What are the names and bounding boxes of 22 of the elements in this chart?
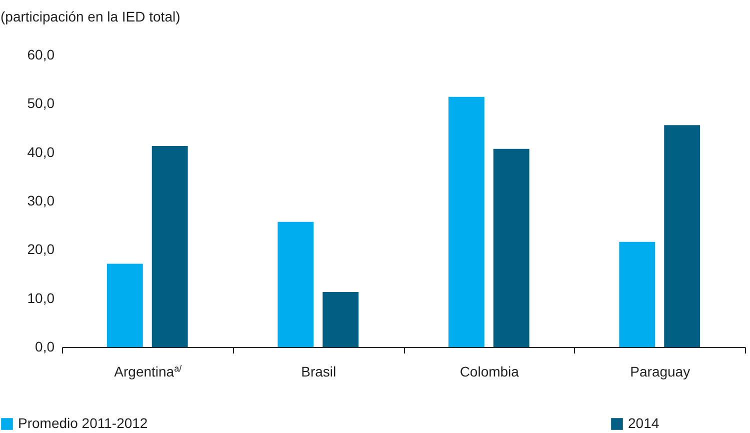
bar xyxy=(152,146,188,347)
y-tick-label: 50,0 xyxy=(27,95,55,112)
y-tick-label: 30,0 xyxy=(27,192,55,208)
legend-label: 2014 xyxy=(628,415,660,431)
x-tick-label: Colombia xyxy=(460,364,520,380)
bar xyxy=(619,242,656,347)
y-tick-label: 20,0 xyxy=(27,241,55,258)
x-tick-label: Brasil xyxy=(301,364,336,380)
bar xyxy=(322,292,359,347)
bar xyxy=(106,264,143,347)
bar xyxy=(493,148,530,347)
x-tick-label: Argentina$^{a/}$ xyxy=(114,364,182,380)
y-axis-title: (participación en la IED total) xyxy=(0,8,180,24)
y-tick-label: 40,0 xyxy=(27,144,55,160)
x-tick-label: Paraguay xyxy=(630,364,690,380)
bar xyxy=(448,96,484,347)
bar xyxy=(664,125,700,347)
y-tick-label: 60,0 xyxy=(27,46,55,62)
y-tick-label: 0,0 xyxy=(35,338,55,354)
y-tick-label: 10,0 xyxy=(27,290,55,306)
bar xyxy=(278,222,314,347)
legend-label: Promedio 2011-2012 xyxy=(18,415,148,431)
